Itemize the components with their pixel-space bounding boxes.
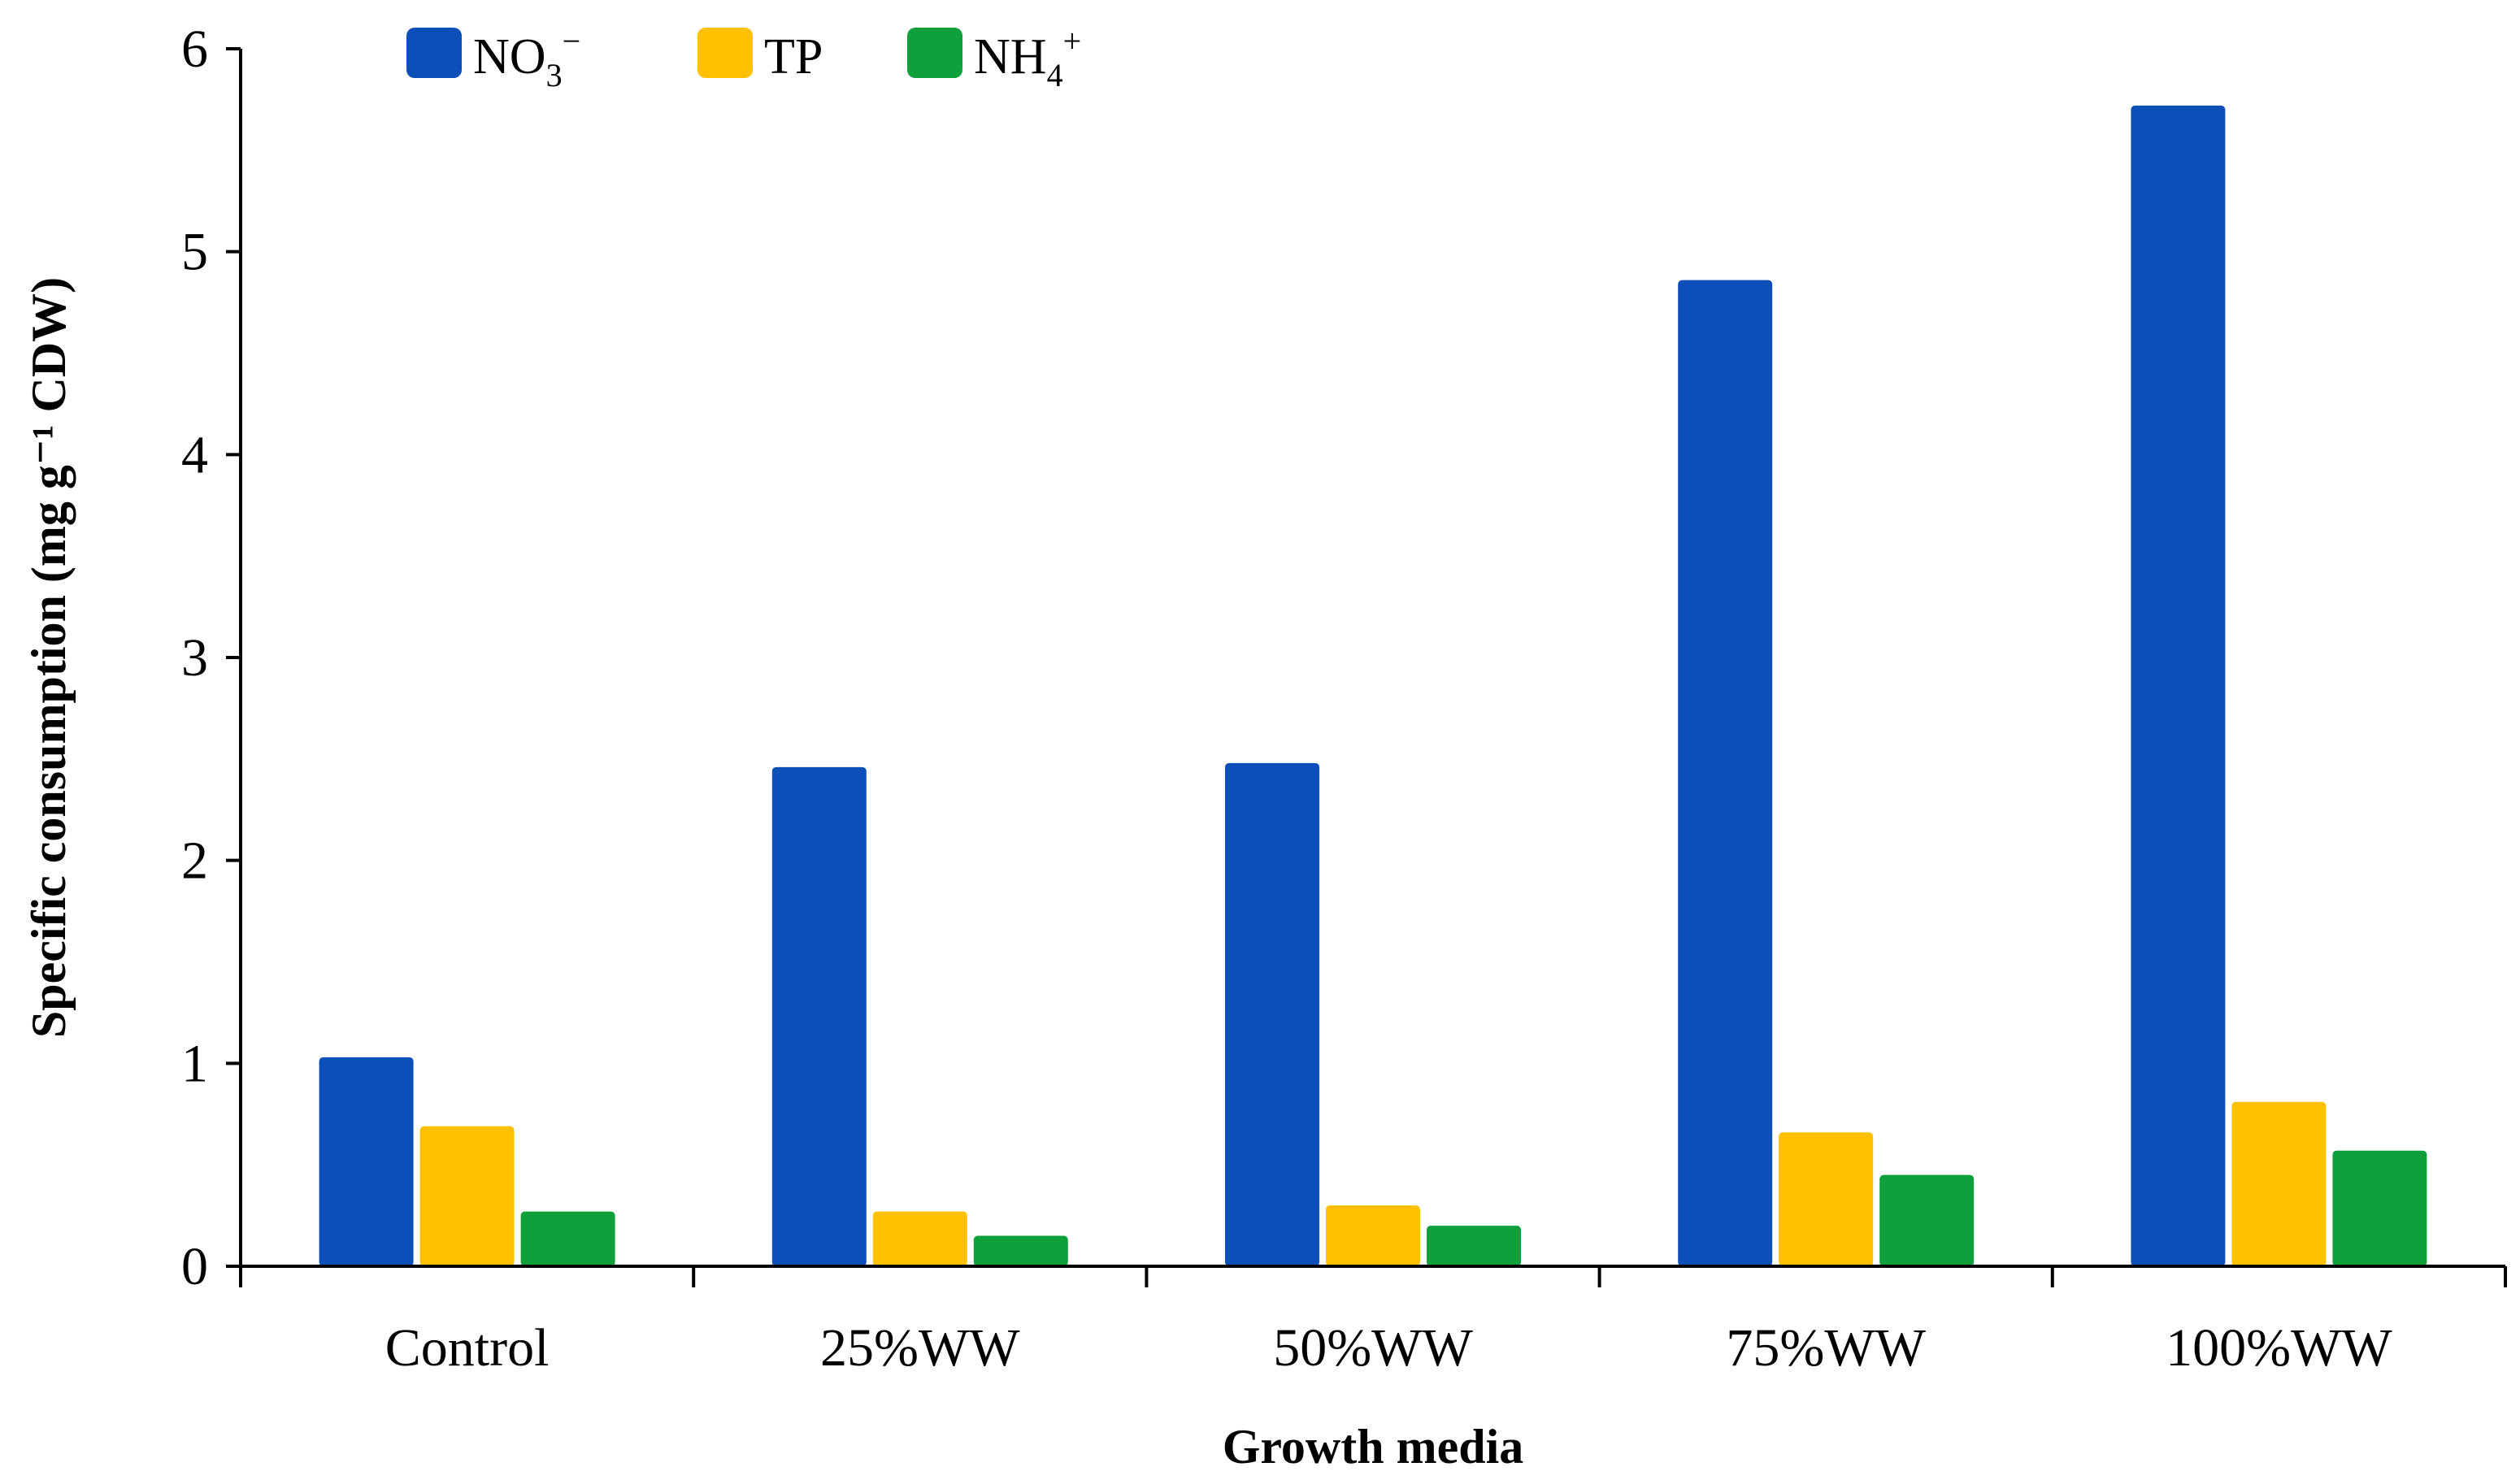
y-tick-label: 5 (181, 223, 208, 282)
bar-control-no3 (319, 1057, 414, 1266)
y-axis-title: Specific consumption (mg g⁻¹ CDW) (22, 277, 76, 1038)
x-tick-label: 75%WW (1726, 1318, 1926, 1378)
bar-50ww-tp (1326, 1205, 1420, 1266)
legend-swatch (907, 28, 962, 78)
series-no3- (319, 105, 2226, 1267)
legend-swatch (406, 28, 462, 78)
bar-100ww-nh4 (2332, 1150, 2427, 1266)
y-tick-label: 1 (181, 1034, 208, 1093)
legend-swatch (697, 28, 753, 78)
legend-item: NH4+ (907, 23, 1081, 93)
bar-25ww-nh4 (973, 1235, 1068, 1266)
y-tick-label: 4 (181, 425, 208, 484)
legend-label: NH4+ (974, 23, 1081, 93)
y-tick-label: 3 (181, 628, 208, 688)
bar-100ww-no3 (2131, 105, 2226, 1267)
x-tick-label: 50%WW (1273, 1318, 1473, 1378)
bar-75ww-tp (1779, 1132, 1874, 1266)
y-tick-label: 2 (181, 831, 208, 891)
bar-25ww-tp (872, 1211, 967, 1266)
x-axis-title: Growth media (1223, 1420, 1524, 1473)
legend: NO3− TP NH4+ (406, 23, 1081, 93)
x-tick-label: Control (385, 1318, 550, 1378)
legend-label: NO3− (473, 23, 580, 93)
bar-control-tp (419, 1126, 515, 1266)
y-axis-ticks: 0 1 2 3 4 5 6 (181, 20, 241, 1296)
legend-label: TP (764, 29, 823, 85)
series-nh4- (520, 1150, 2427, 1266)
y-tick-label: 6 (181, 20, 208, 79)
bar-series (319, 105, 2427, 1267)
series-tp (419, 1101, 2327, 1266)
legend-item: TP (697, 28, 823, 85)
x-tick-label: 25%WW (820, 1318, 1020, 1378)
bar-100ww-tp (2231, 1101, 2327, 1266)
legend-item: NO3− (406, 23, 580, 93)
bar-50ww-no3 (1225, 762, 1319, 1266)
x-axis-ticks (239, 1266, 2507, 1287)
bar-75ww-nh4 (1879, 1174, 1975, 1266)
x-tick-label: 100%WW (2166, 1318, 2392, 1378)
x-axis-category-labels: Control 25%WW 50%WW 75%WW 100%WW (385, 1318, 2393, 1378)
bar-control-nh4 (520, 1211, 615, 1266)
y-tick-label: 0 (181, 1237, 208, 1296)
bar-75ww-no3 (1678, 280, 1773, 1266)
bar-50ww-nh4 (1427, 1226, 1521, 1266)
bar-25ww-no3 (771, 766, 867, 1266)
